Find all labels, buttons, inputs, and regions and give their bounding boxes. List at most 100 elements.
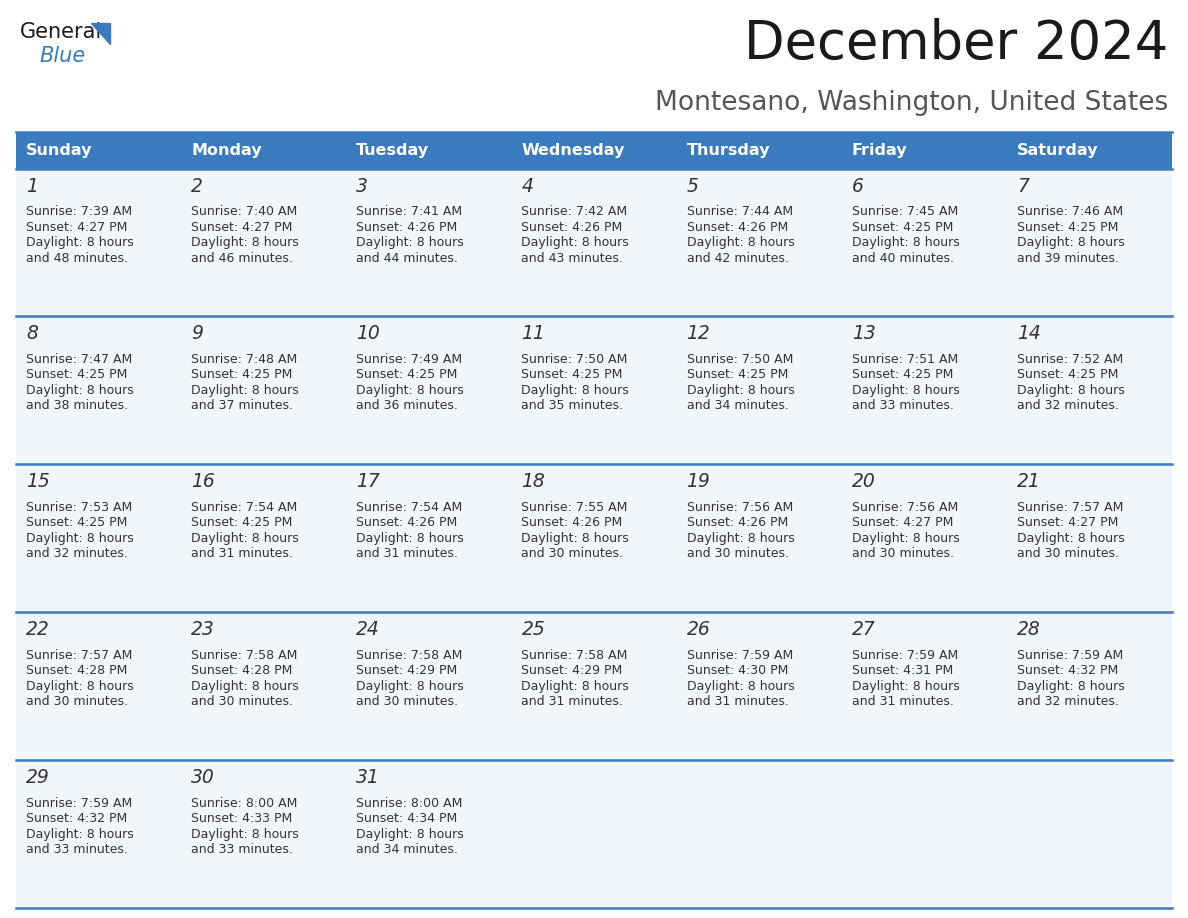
Text: 28: 28: [1017, 621, 1041, 639]
Text: Sunrise: 7:39 AM: Sunrise: 7:39 AM: [26, 205, 132, 218]
Text: Daylight: 8 hours: Daylight: 8 hours: [1017, 679, 1125, 693]
Text: and 30 minutes.: and 30 minutes.: [26, 695, 128, 708]
Text: 6: 6: [852, 176, 864, 196]
Text: 25: 25: [522, 621, 545, 639]
Text: Daylight: 8 hours: Daylight: 8 hours: [522, 384, 630, 397]
Text: Daylight: 8 hours: Daylight: 8 hours: [356, 236, 465, 249]
Text: and 30 minutes.: and 30 minutes.: [1017, 547, 1119, 560]
Text: Sunrise: 7:56 AM: Sunrise: 7:56 AM: [852, 501, 958, 514]
Text: 19: 19: [687, 472, 710, 491]
Text: Daylight: 8 hours: Daylight: 8 hours: [356, 679, 465, 693]
Text: Sunset: 4:28 PM: Sunset: 4:28 PM: [26, 665, 127, 677]
Text: and 30 minutes.: and 30 minutes.: [852, 547, 954, 560]
Text: 9: 9: [191, 324, 203, 343]
Text: Tuesday: Tuesday: [356, 143, 429, 158]
Text: Sunrise: 7:49 AM: Sunrise: 7:49 AM: [356, 353, 462, 366]
Text: 11: 11: [522, 324, 545, 343]
Text: Sunrise: 7:58 AM: Sunrise: 7:58 AM: [522, 649, 627, 662]
Text: Montesano, Washington, United States: Montesano, Washington, United States: [655, 90, 1168, 116]
Text: Sunset: 4:25 PM: Sunset: 4:25 PM: [1017, 368, 1118, 381]
Text: and 31 minutes.: and 31 minutes.: [522, 695, 624, 708]
Text: Sunset: 4:27 PM: Sunset: 4:27 PM: [191, 220, 292, 233]
Text: Sunrise: 7:44 AM: Sunrise: 7:44 AM: [687, 205, 792, 218]
Text: Daylight: 8 hours: Daylight: 8 hours: [356, 384, 465, 397]
Text: Sunset: 4:25 PM: Sunset: 4:25 PM: [191, 516, 292, 530]
Text: Sunrise: 7:52 AM: Sunrise: 7:52 AM: [1017, 353, 1123, 366]
Text: 22: 22: [26, 621, 50, 639]
Text: 23: 23: [191, 621, 215, 639]
Text: Sunrise: 7:58 AM: Sunrise: 7:58 AM: [356, 649, 462, 662]
Text: Daylight: 8 hours: Daylight: 8 hours: [191, 236, 299, 249]
Polygon shape: [91, 23, 110, 43]
Text: Daylight: 8 hours: Daylight: 8 hours: [522, 679, 630, 693]
Text: Sunset: 4:33 PM: Sunset: 4:33 PM: [191, 812, 292, 825]
Text: and 32 minutes.: and 32 minutes.: [26, 547, 128, 560]
Text: 21: 21: [1017, 472, 1041, 491]
Text: and 30 minutes.: and 30 minutes.: [522, 547, 624, 560]
Text: and 31 minutes.: and 31 minutes.: [356, 547, 459, 560]
Text: and 34 minutes.: and 34 minutes.: [356, 843, 459, 856]
Text: Sunrise: 7:50 AM: Sunrise: 7:50 AM: [522, 353, 627, 366]
Text: Daylight: 8 hours: Daylight: 8 hours: [687, 384, 795, 397]
Text: Daylight: 8 hours: Daylight: 8 hours: [852, 532, 960, 544]
Bar: [15, 760, 1173, 908]
Text: 10: 10: [356, 324, 380, 343]
Text: Sunrise: 7:48 AM: Sunrise: 7:48 AM: [191, 353, 297, 366]
Text: 5: 5: [687, 176, 699, 196]
Text: Daylight: 8 hours: Daylight: 8 hours: [1017, 384, 1125, 397]
Text: Sunset: 4:32 PM: Sunset: 4:32 PM: [26, 812, 127, 825]
Text: and 33 minutes.: and 33 minutes.: [191, 843, 293, 856]
Bar: [15, 317, 1173, 465]
Text: Sunrise: 7:59 AM: Sunrise: 7:59 AM: [852, 649, 958, 662]
Text: Saturday: Saturday: [1017, 143, 1099, 158]
Text: and 37 minutes.: and 37 minutes.: [191, 399, 293, 412]
Text: and 30 minutes.: and 30 minutes.: [687, 547, 789, 560]
Text: and 39 minutes.: and 39 minutes.: [1017, 252, 1119, 264]
Text: 15: 15: [26, 472, 50, 491]
Text: and 46 minutes.: and 46 minutes.: [191, 252, 293, 264]
Text: Sunrise: 7:51 AM: Sunrise: 7:51 AM: [852, 353, 958, 366]
Text: 8: 8: [26, 324, 38, 343]
Bar: [15, 612, 1173, 760]
Text: 27: 27: [852, 621, 876, 639]
Text: 31: 31: [356, 768, 380, 787]
Text: Sunrise: 7:59 AM: Sunrise: 7:59 AM: [687, 649, 792, 662]
Text: Thursday: Thursday: [687, 143, 770, 158]
Text: and 33 minutes.: and 33 minutes.: [26, 843, 128, 856]
Text: Sunrise: 7:47 AM: Sunrise: 7:47 AM: [26, 353, 132, 366]
Text: Sunday: Sunday: [26, 143, 93, 158]
Text: and 32 minutes.: and 32 minutes.: [1017, 399, 1119, 412]
Text: and 48 minutes.: and 48 minutes.: [26, 252, 128, 264]
Text: Daylight: 8 hours: Daylight: 8 hours: [852, 236, 960, 249]
Text: Sunrise: 7:57 AM: Sunrise: 7:57 AM: [26, 649, 132, 662]
Text: Sunset: 4:29 PM: Sunset: 4:29 PM: [356, 665, 457, 677]
Text: 17: 17: [356, 472, 380, 491]
Text: 20: 20: [852, 472, 876, 491]
Text: and 31 minutes.: and 31 minutes.: [191, 547, 293, 560]
Text: Daylight: 8 hours: Daylight: 8 hours: [852, 679, 960, 693]
Text: Sunrise: 7:57 AM: Sunrise: 7:57 AM: [1017, 501, 1123, 514]
Text: and 44 minutes.: and 44 minutes.: [356, 252, 459, 264]
Text: Sunset: 4:25 PM: Sunset: 4:25 PM: [356, 368, 457, 381]
Text: Monday: Monday: [191, 143, 261, 158]
Text: and 36 minutes.: and 36 minutes.: [356, 399, 459, 412]
Text: and 43 minutes.: and 43 minutes.: [522, 252, 624, 264]
Text: 1: 1: [26, 176, 38, 196]
Text: 26: 26: [687, 621, 710, 639]
Text: Sunrise: 7:42 AM: Sunrise: 7:42 AM: [522, 205, 627, 218]
Text: Sunset: 4:26 PM: Sunset: 4:26 PM: [356, 220, 457, 233]
Text: Sunrise: 7:55 AM: Sunrise: 7:55 AM: [522, 501, 627, 514]
Text: 13: 13: [852, 324, 876, 343]
Text: Daylight: 8 hours: Daylight: 8 hours: [356, 532, 465, 544]
Text: and 31 minutes.: and 31 minutes.: [687, 695, 789, 708]
Text: Blue: Blue: [39, 46, 86, 65]
Text: Sunrise: 7:50 AM: Sunrise: 7:50 AM: [687, 353, 792, 366]
Text: Sunrise: 7:41 AM: Sunrise: 7:41 AM: [356, 205, 462, 218]
Text: and 42 minutes.: and 42 minutes.: [687, 252, 789, 264]
Text: 29: 29: [26, 768, 50, 787]
Text: Sunrise: 7:54 AM: Sunrise: 7:54 AM: [191, 501, 297, 514]
Text: Sunset: 4:29 PM: Sunset: 4:29 PM: [522, 665, 623, 677]
Text: Daylight: 8 hours: Daylight: 8 hours: [26, 384, 134, 397]
Text: Sunset: 4:25 PM: Sunset: 4:25 PM: [26, 368, 127, 381]
Text: Friday: Friday: [852, 143, 908, 158]
